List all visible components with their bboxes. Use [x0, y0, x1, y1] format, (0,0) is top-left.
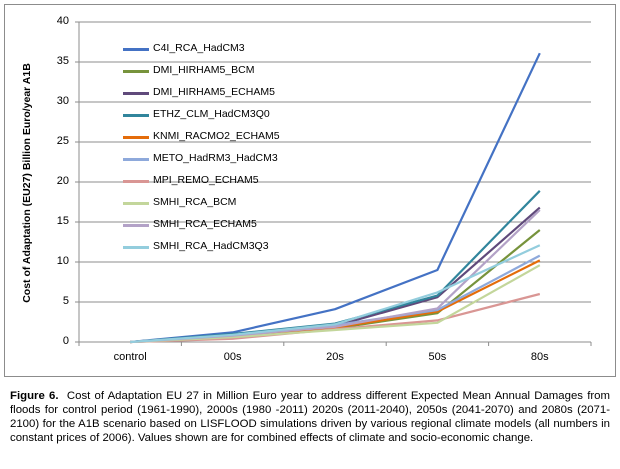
legend-label: MPI_REMO_ECHAM5 [153, 174, 259, 186]
legend-swatch [123, 180, 149, 183]
legend-swatch [123, 202, 149, 205]
legend-label: METO_HadRM3_HadCM3 [153, 152, 278, 164]
y-tick-label: 30 [56, 95, 69, 107]
caption-label: Figure 6. [10, 390, 59, 402]
legend-swatch [123, 92, 149, 95]
chart-plot [75, 21, 592, 346]
series-line-smhi-rca-hadcm3q3 [130, 244, 541, 344]
x-tick-label: 50s [428, 351, 447, 363]
legend-label: KNMI_RACMO2_ECHAM5 [153, 130, 280, 142]
caption-text: Cost of Adaptation EU 27 in Million Euro… [10, 390, 610, 444]
figure-caption: Figure 6. Cost of Adaptation EU 27 in Mi… [10, 389, 610, 445]
legend-label: C4I_RCA_HadCM3 [153, 42, 245, 54]
y-tick-label: 25 [56, 135, 69, 147]
y-tick-label: 5 [62, 295, 69, 307]
legend-label: SMHI_RCA_ECHAM5 [153, 218, 257, 230]
legend-swatch [123, 114, 149, 117]
y-tick-label: 15 [56, 215, 69, 227]
x-tick-label: 00s [223, 351, 242, 363]
series-line-smhi-rca-bcm [130, 264, 541, 344]
legend-label: ETHZ_CLM_HadCM3Q0 [153, 108, 270, 120]
legend-label: SMHI_RCA_HadCM3Q3 [153, 240, 269, 252]
legend-swatch [123, 246, 149, 249]
series-line-ethz-clm-hadcm3q0 [130, 190, 541, 344]
y-tick-label: 0 [62, 335, 69, 347]
legend-label: DMI_HIRHAM5_ECHAM5 [153, 86, 275, 98]
y-tick-label: 10 [56, 255, 69, 267]
y-axis-label: Cost of Adaptation (EU27) Billion Euro/y… [21, 63, 33, 303]
legend-swatch [123, 136, 149, 139]
x-tick-label: 20s [326, 351, 344, 363]
x-tick-label: 80s [530, 351, 549, 363]
legend-label: DMI_HIRHAM5_BCM [153, 64, 255, 76]
legend-swatch [123, 158, 149, 161]
x-tick-label: control [113, 351, 147, 363]
legend-label: SMHI_RCA_BCM [153, 196, 237, 208]
y-tick-label: 35 [56, 55, 69, 67]
legend-swatch [123, 70, 149, 73]
legend-swatch [123, 48, 149, 51]
y-tick-label: 20 [56, 175, 69, 187]
chart-frame: Cost of Adaptation (EU27) Billion Euro/y… [4, 4, 616, 377]
series-line-mpi-remo-echam5 [130, 292, 541, 344]
y-tick-label: 40 [56, 15, 69, 27]
legend-swatch [123, 224, 149, 227]
